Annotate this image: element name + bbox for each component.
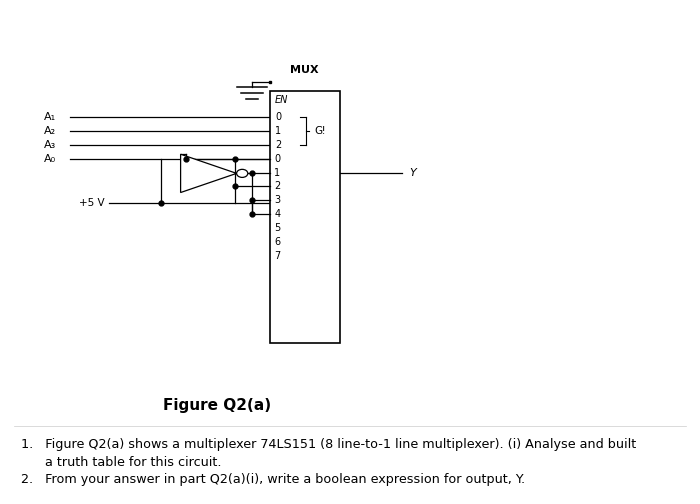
- Text: 0: 0: [274, 154, 281, 164]
- Bar: [270, 91, 340, 343]
- Text: A₂: A₂: [44, 126, 56, 136]
- Circle shape: [237, 169, 248, 177]
- Text: 5: 5: [274, 223, 281, 233]
- Text: Gǃ: Gǃ: [314, 126, 326, 136]
- Text: Figure Q2(a): Figure Q2(a): [163, 398, 271, 413]
- Text: Y: Y: [410, 168, 416, 177]
- Text: 0: 0: [275, 112, 281, 122]
- Text: a truth table for this circuit.: a truth table for this circuit.: [21, 456, 221, 469]
- Text: 1: 1: [274, 168, 281, 177]
- Text: 7: 7: [274, 251, 281, 261]
- Text: 6: 6: [274, 237, 281, 247]
- Text: 1.   Figure Q2(a) shows a multiplexer 74LS151 (8 line-to-1 line multiplexer). (i: 1. Figure Q2(a) shows a multiplexer 74LS…: [21, 438, 636, 451]
- Text: 2: 2: [275, 140, 281, 150]
- Text: 4: 4: [274, 209, 281, 219]
- Text: +5 V: +5 V: [79, 198, 105, 208]
- Text: 2: 2: [274, 181, 281, 192]
- Text: EN: EN: [275, 95, 288, 105]
- Text: MUX: MUX: [290, 65, 318, 75]
- Text: A₃: A₃: [43, 140, 56, 150]
- Text: 1: 1: [275, 126, 281, 136]
- Text: 3: 3: [274, 196, 281, 205]
- Text: A₀: A₀: [44, 154, 56, 164]
- Text: 2.   From your answer in part Q2(a)(i), write a boolean expression for output, Y: 2. From your answer in part Q2(a)(i), wr…: [21, 473, 525, 486]
- Text: A₁: A₁: [44, 112, 56, 122]
- Polygon shape: [181, 154, 237, 193]
